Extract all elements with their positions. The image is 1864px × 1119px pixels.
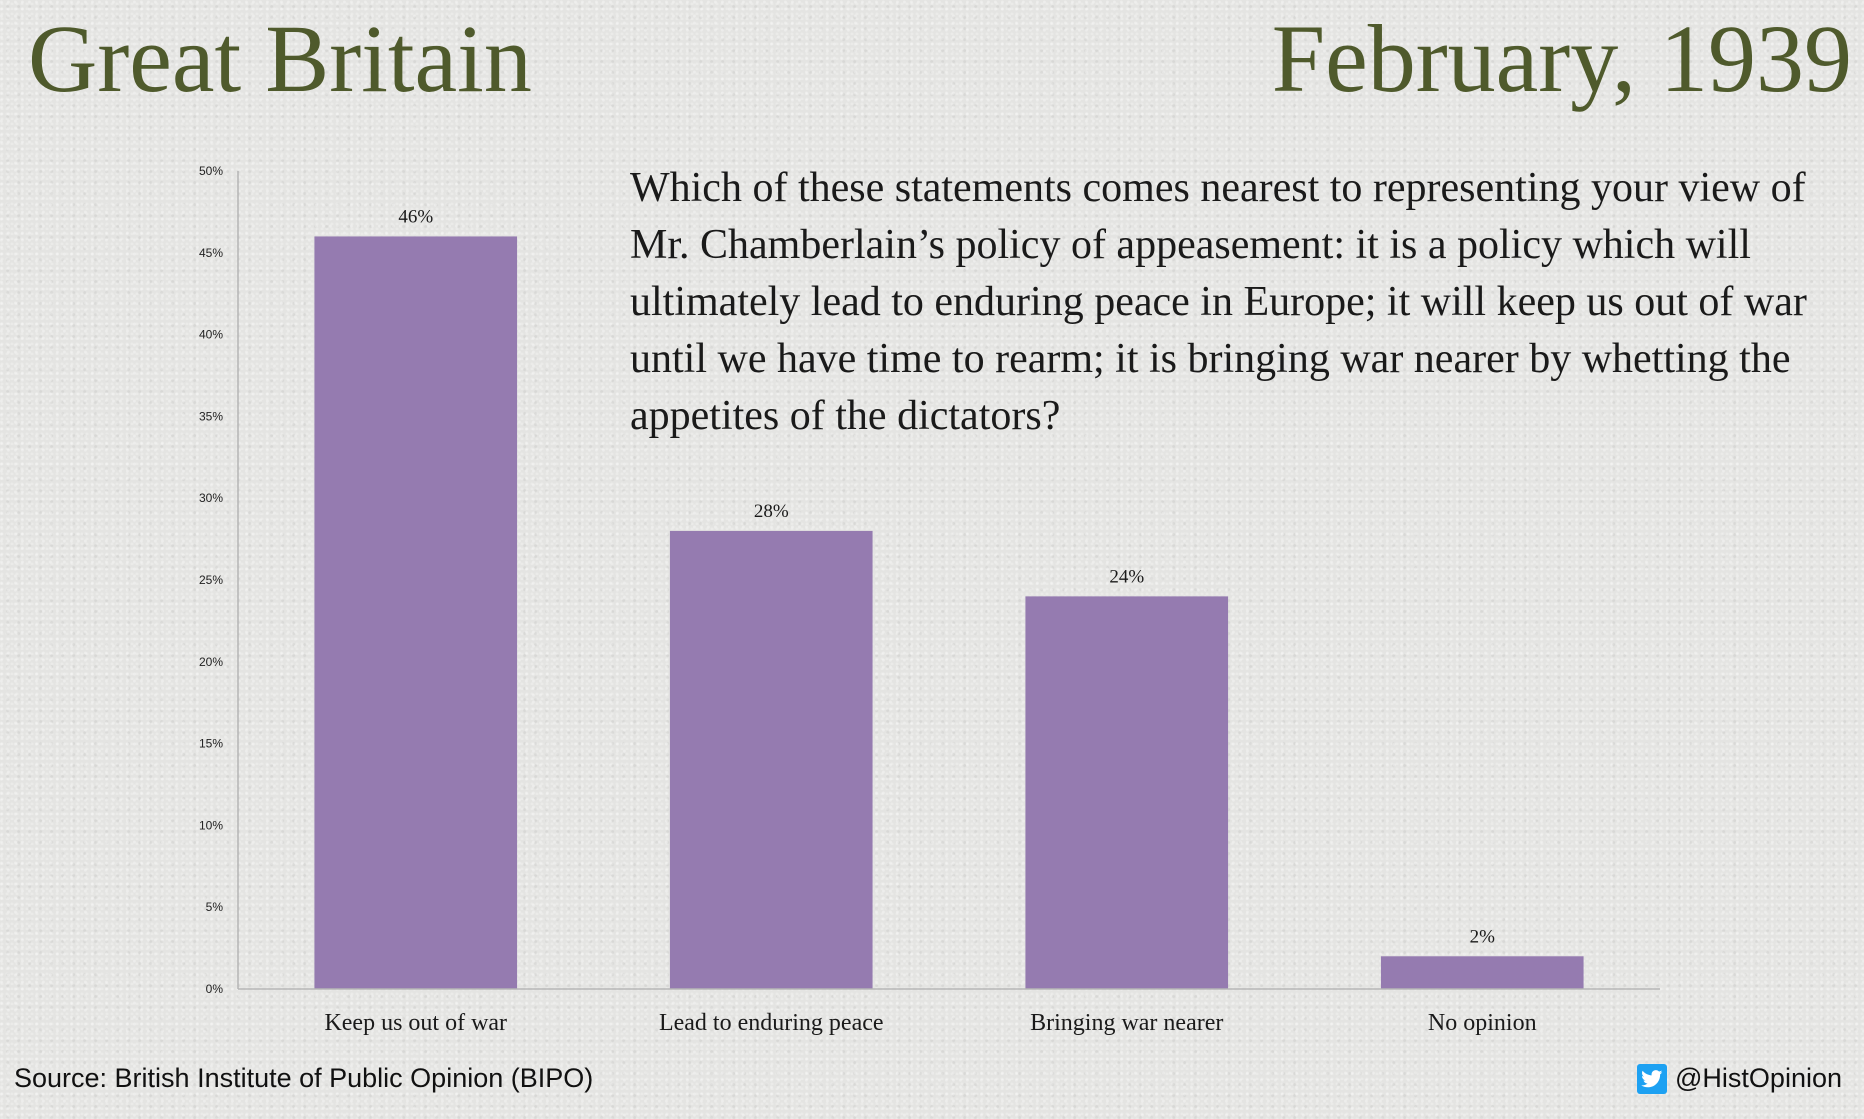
data-label: 24%: [1109, 566, 1144, 587]
category-labels: Keep us out of war Lead to enduring peace…: [324, 1010, 1536, 1036]
date-title: February, 1939: [1271, 5, 1852, 112]
y-tick-label: 30%: [199, 491, 223, 505]
y-tick-label: 20%: [199, 655, 223, 669]
bar: [669, 530, 873, 989]
y-tick-label: 35%: [199, 409, 223, 423]
category-label: Bringing war nearer: [1030, 1010, 1223, 1036]
twitter-bird-icon: [1637, 1063, 1668, 1094]
y-tick-label: 15%: [199, 737, 223, 751]
y-tick-label: 45%: [199, 246, 223, 260]
bars: [314, 236, 1584, 989]
handle-label: @HistOpinion: [1675, 1063, 1842, 1093]
data-labels: 46% 28% 24% 2%: [398, 206, 1495, 947]
y-tick-label: 5%: [206, 900, 224, 914]
y-tick-label: 0%: [206, 982, 224, 996]
category-label: Lead to enduring peace: [659, 1010, 884, 1036]
y-tick-label: 10%: [199, 818, 223, 832]
category-label: No opinion: [1428, 1010, 1537, 1036]
bar: [314, 236, 518, 989]
data-label: 46%: [398, 206, 433, 227]
source-note: Source: British Institute of Public Opin…: [14, 1063, 594, 1093]
country-title: Great Britain: [28, 5, 532, 112]
data-label: 28%: [754, 501, 789, 522]
y-tick-label: 40%: [199, 328, 223, 342]
y-tick-label: 25%: [199, 573, 223, 587]
y-axis-ticks: 0% 5% 10% 15% 20% 25% 30% 35% 40% 45% 50%: [199, 164, 223, 996]
category-label: Keep us out of war: [324, 1010, 507, 1036]
bar-chart: 0% 5% 10% 15% 20% 25% 30% 35% 40% 45% 50% 46% 28% 24…: [199, 164, 1660, 1036]
y-tick-label: 50%: [199, 164, 223, 178]
survey-question: Which of these statements comes nearest …: [630, 165, 1807, 439]
bar: [1380, 956, 1584, 989]
bar: [1025, 596, 1229, 989]
twitter-handle[interactable]: @HistOpinion: [1637, 1063, 1842, 1094]
data-label: 2%: [1470, 926, 1496, 947]
